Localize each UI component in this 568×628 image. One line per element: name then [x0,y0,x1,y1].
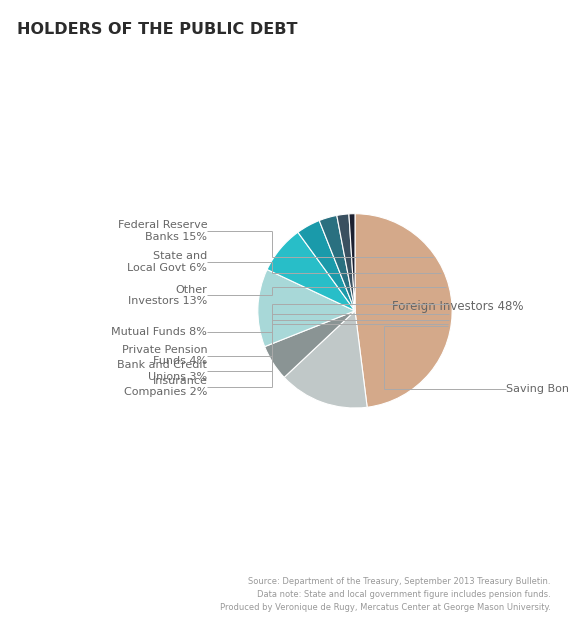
Wedge shape [355,214,452,407]
Text: Other
Investors 13%: Other Investors 13% [128,284,207,306]
Text: State and
Local Govt 6%: State and Local Govt 6% [127,251,207,273]
Text: Insurance
Companies 2%: Insurance Companies 2% [124,376,207,398]
Text: Federal Reserve
Banks 15%: Federal Reserve Banks 15% [118,220,207,242]
Text: Mutual Funds 8%: Mutual Funds 8% [111,327,207,337]
Wedge shape [319,215,355,311]
Text: Source: Department of the Treasury, September 2013 Treasury Bulletin.
Data note:: Source: Department of the Treasury, Sept… [220,577,551,612]
Wedge shape [337,214,355,311]
Text: Bank and Credit
Unions 3%: Bank and Credit Unions 3% [118,360,207,382]
Wedge shape [298,220,355,311]
Text: HOLDERS OF THE PUBLIC DEBT: HOLDERS OF THE PUBLIC DEBT [17,22,298,37]
Wedge shape [258,269,355,347]
Wedge shape [267,232,355,311]
Wedge shape [265,311,355,377]
Text: Saving Bonds 1%: Saving Bonds 1% [506,384,568,394]
Text: Private Pension
Funds 4%: Private Pension Funds 4% [122,345,207,366]
Text: Foreign Investors 48%: Foreign Investors 48% [392,300,524,313]
Wedge shape [349,214,355,311]
Wedge shape [284,311,367,408]
